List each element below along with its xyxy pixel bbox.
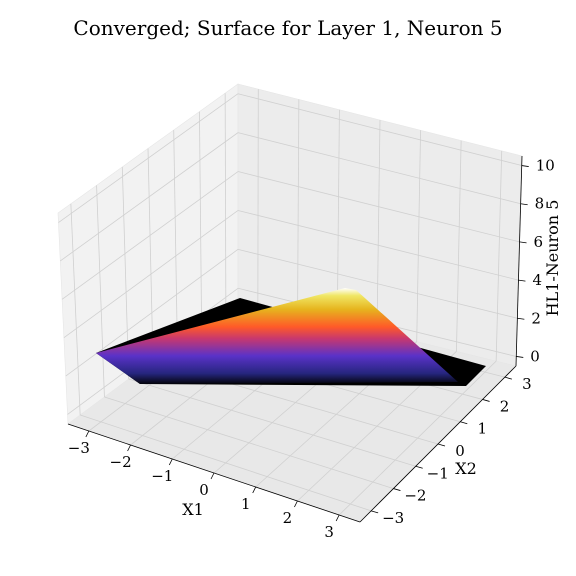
z-back-gridline xyxy=(237,132,521,205)
z-back-gridline xyxy=(237,210,519,281)
y-tick-mark xyxy=(393,488,401,491)
z-side-gridline xyxy=(61,171,239,300)
x-tick-label: 1 xyxy=(241,495,251,513)
x-tick-label: 3 xyxy=(324,523,334,541)
z-tick-label: 4 xyxy=(532,271,542,289)
y-side-gridline xyxy=(199,111,202,326)
z-side-gridline xyxy=(63,210,239,339)
y-tick-mark xyxy=(504,376,512,380)
x-tick-label: 2 xyxy=(283,509,293,527)
y-tick-mark xyxy=(415,465,423,469)
y-gridline xyxy=(80,414,372,512)
y-axis-label: X2 xyxy=(455,459,477,478)
y-tick-label: 1 xyxy=(478,420,488,438)
z-back-gridline xyxy=(237,171,520,243)
y-tick-label: −2 xyxy=(404,487,426,505)
z-back-gridline xyxy=(237,248,518,319)
z-tick-label: 8 xyxy=(535,195,545,213)
chart-title: Converged; Surface for Layer 1, Neuron 5 xyxy=(73,16,502,40)
z-side-gridline xyxy=(65,249,239,377)
x-tick-mark xyxy=(252,486,257,494)
z-back-gridline xyxy=(237,93,522,166)
y-tick-label: 3 xyxy=(522,375,532,393)
z-axis-label: HL1-Neuron 5 xyxy=(543,200,562,317)
y-tick-label: −3 xyxy=(382,509,404,527)
surface-ramp xyxy=(96,288,458,384)
y-gridline xyxy=(104,396,394,489)
x-tick-mark xyxy=(85,430,90,438)
z-tick-label: 10 xyxy=(536,157,555,175)
x-back-gridline xyxy=(495,150,503,362)
y-tick-label: 0 xyxy=(455,442,465,460)
x-tick-mark xyxy=(294,500,298,508)
x-tick-label: −2 xyxy=(110,453,132,471)
y-tick-mark xyxy=(482,399,490,402)
z-tick-mark xyxy=(517,317,525,320)
y-tick-mark xyxy=(371,510,379,514)
x-tick-mark xyxy=(127,444,131,452)
x-back-gridline xyxy=(376,119,381,333)
z-tick-mark xyxy=(519,241,527,244)
z-tick-mark xyxy=(516,356,524,358)
y-side-gridline xyxy=(147,148,154,362)
x-tick-label: 0 xyxy=(199,481,209,499)
x-back-gridline xyxy=(416,130,421,342)
y-side-gridline xyxy=(96,185,105,398)
z-side-gridline xyxy=(58,93,239,223)
z-side-gridline xyxy=(60,132,239,262)
z-tick-label: 6 xyxy=(534,233,544,251)
z-tick-label: 0 xyxy=(530,347,540,365)
z-tick-mark xyxy=(518,279,526,282)
x-tick-mark xyxy=(335,514,340,522)
x-tick-label: −1 xyxy=(151,467,173,485)
x-tick-label: −3 xyxy=(68,439,90,457)
y-side-gridline xyxy=(224,93,227,308)
y-tick-mark xyxy=(437,443,446,447)
y-tick-label: 2 xyxy=(500,397,510,415)
y-side-gridline xyxy=(173,130,178,344)
x-tick-mark xyxy=(168,458,173,466)
x-back-gridline xyxy=(336,109,340,323)
x-back-gridline xyxy=(297,99,300,313)
z-tick-mark xyxy=(520,203,528,206)
y-tick-mark xyxy=(460,421,468,425)
y-tick-label: −1 xyxy=(427,464,449,482)
x-axis-label: X1 xyxy=(182,500,204,519)
z-axis-line xyxy=(515,155,523,367)
z-tick-label: 2 xyxy=(531,309,541,327)
y-side-gridline xyxy=(70,203,81,416)
y-gridline xyxy=(128,378,416,467)
x-tick-mark xyxy=(210,472,215,480)
x-back-gridline xyxy=(456,140,462,352)
z-tick-mark xyxy=(521,165,529,167)
